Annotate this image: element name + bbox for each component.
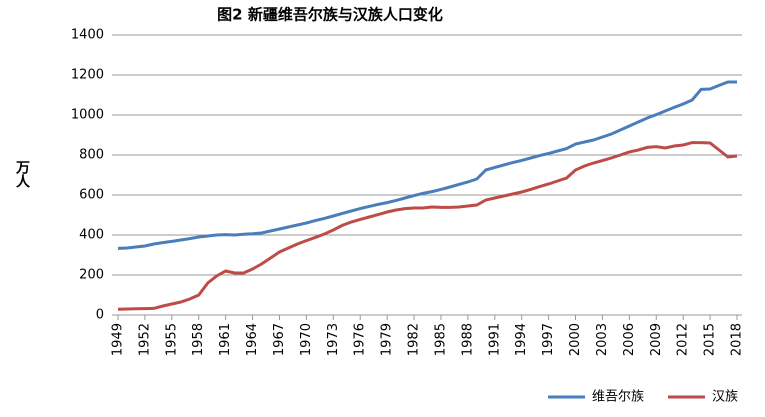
x-tick-label: 1997: [541, 323, 556, 356]
x-tick-label: 2006: [622, 323, 637, 356]
x-tick-label: 1952: [137, 323, 152, 356]
series-line: [117, 141, 738, 311]
x-tick-label: 2015: [703, 323, 718, 356]
y-tick-label: 0: [96, 308, 104, 323]
series-line: [117, 80, 737, 250]
x-tick-label: 1973: [326, 323, 341, 356]
y-tick-label: 1200: [71, 68, 104, 83]
x-tick-label: 1970: [299, 323, 314, 356]
x-tick-label: 1961: [218, 323, 233, 356]
x-tick-label: 2003: [595, 323, 610, 356]
y-axis-label: 万人: [14, 160, 31, 188]
chart-title: 图2 新疆维吾尔族与汉族人口变化: [217, 6, 443, 24]
x-tick-label: 2000: [568, 323, 583, 356]
y-tick-label: 400: [79, 228, 104, 243]
x-tick-label: 1991: [487, 323, 502, 356]
x-tick-label: 1967: [272, 323, 287, 356]
x-tick-label: 1958: [191, 323, 206, 356]
x-tick-label: 1979: [380, 323, 395, 356]
y-tick-label: 200: [79, 268, 104, 283]
y-tick-label: 1000: [71, 108, 104, 123]
y-tick-label: 600: [79, 188, 104, 203]
x-tick-label: 2009: [649, 323, 664, 356]
x-tick-label: 1985: [433, 323, 448, 356]
x-tick-label: 2018: [730, 323, 745, 356]
x-tick-label: 2012: [676, 323, 691, 356]
legend-label: 汉族: [712, 389, 738, 405]
x-tick-label: 1949: [111, 323, 126, 356]
x-tick-label: 1976: [353, 323, 368, 356]
y-tick-label: 1400: [71, 28, 104, 43]
x-tick-label: 1955: [164, 323, 179, 356]
x-tick-label: 1982: [407, 323, 422, 356]
x-tick-label: 1988: [460, 323, 475, 356]
y-tick-label: 800: [79, 148, 104, 163]
x-tick-label: 1994: [514, 323, 529, 356]
x-tick-label: 1964: [245, 323, 260, 356]
legend-label: 维吾尔族: [592, 389, 644, 405]
